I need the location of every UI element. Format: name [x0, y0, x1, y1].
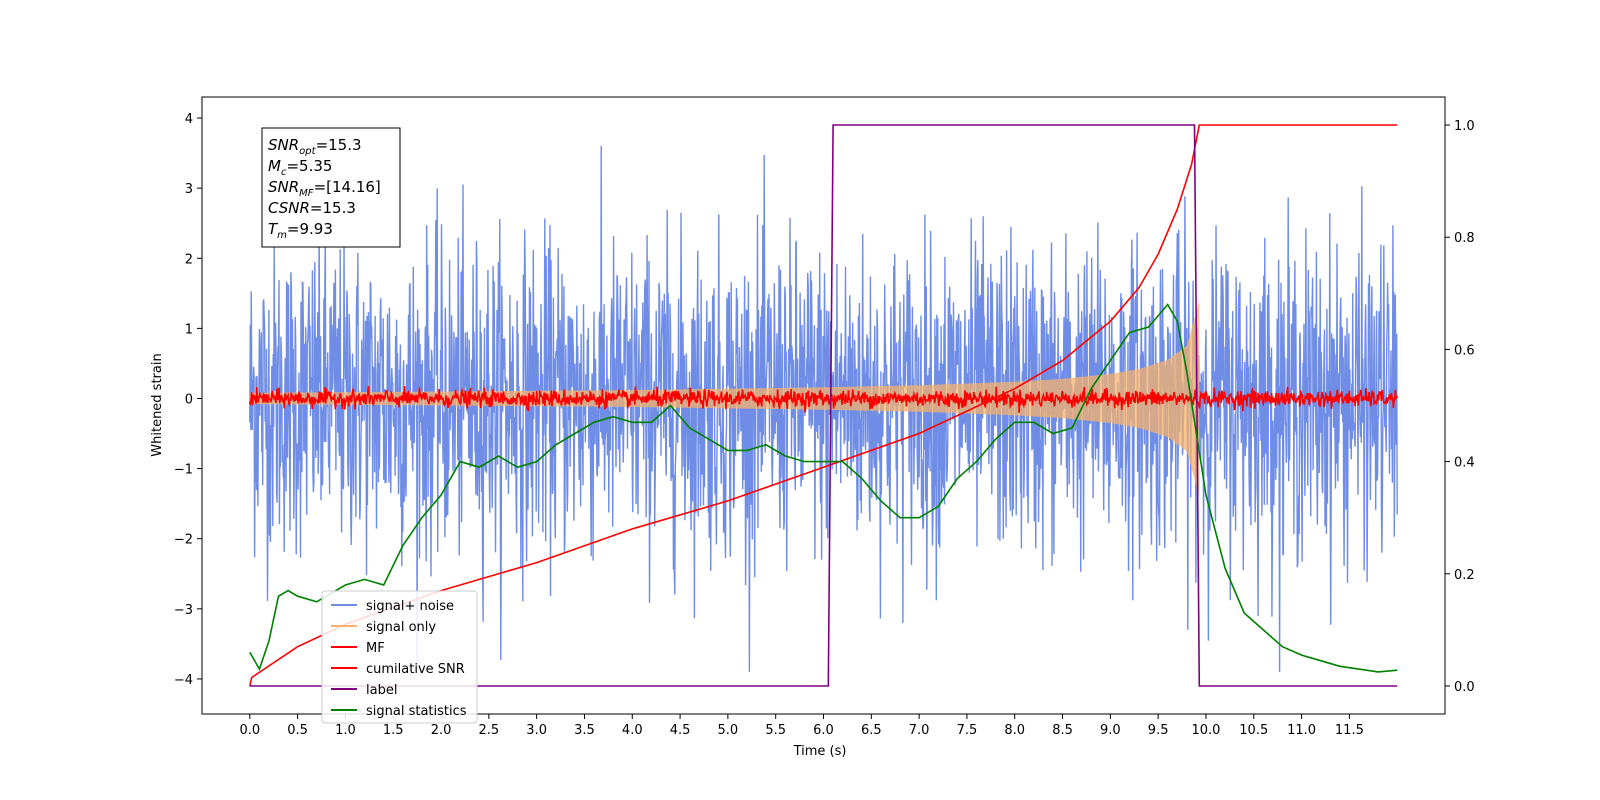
y2-tick-label: 0.2 [1454, 568, 1475, 583]
x-tick-label: 3.5 [574, 723, 595, 738]
x-tick-label: 11.0 [1287, 723, 1316, 738]
y-tick-label: −4 [174, 673, 193, 688]
x-tick-label: 9.0 [1100, 723, 1121, 738]
x-tick-label: 0.5 [287, 723, 308, 738]
x-tick-label: 3.0 [526, 723, 547, 738]
x-tick-label: 5.5 [765, 723, 786, 738]
legend-entry: MF [366, 641, 385, 656]
legend-entry: signal+ noise [366, 599, 454, 614]
y-tick-label: 4 [185, 112, 193, 127]
y-tick-label: 0 [185, 392, 193, 407]
x-tick-label: 10.0 [1191, 723, 1220, 738]
y-tick-label: −2 [174, 533, 193, 548]
annotation-subscript: MF [299, 188, 314, 199]
annotation-subscript: m [277, 230, 287, 241]
y2-tick-label: 0.0 [1454, 680, 1475, 695]
x-tick-label: 5.0 [718, 723, 739, 738]
x-tick-label: 4.5 [670, 723, 691, 738]
x-tick-label: 6.5 [861, 723, 882, 738]
annotation-value: =15.3 [310, 199, 356, 217]
annotation-line: SNR [268, 136, 299, 154]
annotation-line: M [268, 157, 281, 175]
x-axis-label: Time (s) [793, 744, 847, 759]
x-tick-label: 10.5 [1239, 723, 1268, 738]
y2-tick-label: 0.4 [1454, 456, 1475, 471]
legend: signal+ noise signal only MF cumilative SNR… [321, 590, 478, 724]
x-tick-label: 2.0 [431, 723, 452, 738]
annotation-subscript: c [281, 167, 287, 178]
x-tick-label: 6.0 [813, 723, 834, 738]
y-tick-label: −3 [174, 603, 193, 618]
annotation-value: =15.3 [316, 136, 362, 154]
x-tick-label: 8.0 [1004, 723, 1025, 738]
y2-tick-label: 0.6 [1454, 343, 1475, 358]
legend-entry: cumilative SNR [366, 662, 465, 677]
annotation-line: CSNR [268, 199, 310, 217]
y-tick-label: 3 [185, 182, 193, 197]
x-axis: 0.0 0.5 1.0 1.5 2.0 2.5 3.0 3.5 4.0 4.5 5.0 5.5 6.0 6… [239, 714, 1364, 738]
x-tick-label: 4.0 [622, 723, 643, 738]
x-tick-label: 11.5 [1335, 723, 1364, 738]
annotation-value: =9.93 [287, 220, 333, 238]
legend-entry: signal only [366, 620, 436, 635]
legend-entry: label [366, 683, 397, 698]
annotation-value: =5.35 [286, 157, 332, 175]
x-tick-label: 1.5 [383, 723, 404, 738]
x-tick-label: 2.5 [479, 723, 500, 738]
series-label [249, 124, 1398, 687]
y-axis-left: 4 3 2 1 0 −1 −2 −3 −4 [174, 112, 202, 688]
annotation-box: SNRopt=15.3 Mc=5.35 SNRMF=[14.16] CSNR=15.3… [261, 127, 401, 248]
y-axis-right: 1.0 0.8 0.6 0.4 0.2 0.0 [1445, 119, 1475, 695]
x-tick-label: 8.5 [1052, 723, 1073, 738]
y2-tick-label: 0.8 [1454, 231, 1475, 246]
y-tick-label: −1 [174, 463, 193, 478]
x-tick-label: 9.5 [1148, 723, 1169, 738]
x-tick-label: 0.0 [239, 723, 260, 738]
x-tick-label: 7.0 [909, 723, 930, 738]
annotation-line: SNR [268, 178, 299, 196]
y-axis-label: Whitened strain [150, 353, 165, 456]
x-tick-label: 7.5 [957, 723, 978, 738]
legend-entry: signal statistics [366, 704, 467, 719]
y-tick-label: 1 [185, 322, 193, 337]
annotation-line: T [268, 220, 279, 238]
series-signal-statistics [249, 303, 1398, 673]
series-mf [249, 385, 1398, 413]
annotation-subscript: opt [299, 146, 316, 157]
y-tick-label: 2 [185, 252, 193, 267]
x-tick-label: 1.0 [335, 723, 356, 738]
annotation-value: =[14.16] [314, 178, 381, 196]
y2-tick-label: 1.0 [1454, 119, 1475, 134]
